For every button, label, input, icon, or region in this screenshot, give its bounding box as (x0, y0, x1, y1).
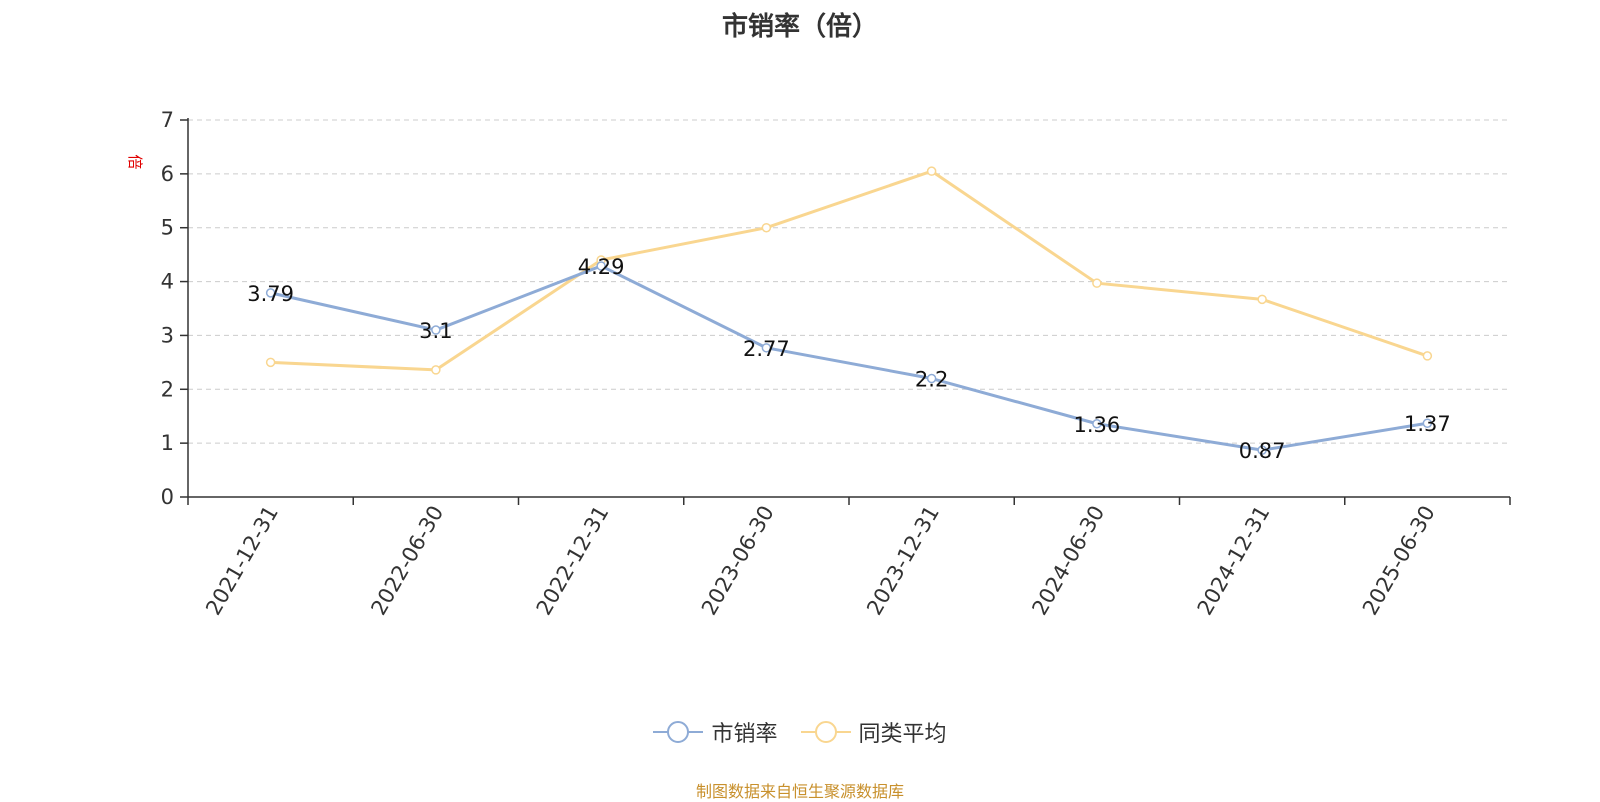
x-tick-label: 2024-12-31 (1193, 502, 1275, 620)
data-label: 3.1 (419, 319, 452, 343)
data-point-series1 (1422, 418, 1433, 428)
legend-item-series2[interactable]: 同类平均 (800, 716, 947, 748)
data-point-series2 (1092, 278, 1102, 288)
data-point-series1 (265, 288, 276, 298)
data-point-series1 (761, 343, 772, 353)
series-line-1 (270, 264, 1428, 452)
x-tick-label: 2022-06-30 (366, 502, 448, 620)
legend-label-series1: 市销率 (711, 722, 778, 747)
data-label: 0.87 (1239, 439, 1286, 463)
data-point-series1 (1257, 445, 1267, 455)
x-tick-label: 2022-12-31 (532, 502, 614, 620)
chart-title: 市销率（倍） (721, 12, 878, 42)
data-point-series2 (431, 365, 441, 375)
y-tick-label: 5 (161, 216, 174, 240)
data-point-series1 (596, 261, 606, 271)
x-tick-label: 2023-06-30 (697, 502, 779, 620)
data-point-series1 (1092, 419, 1102, 429)
legend-item-series1[interactable]: 市销率 (653, 716, 778, 748)
legend-symbol-series1 (653, 721, 704, 743)
x-tick-label: 2025-06-30 (1358, 502, 1440, 620)
y-axis-label: 倍 (126, 154, 144, 169)
source-note: 制图数据来自恒生聚源数据库 (695, 782, 904, 801)
x-tick-label: 2023-12-31 (862, 502, 944, 620)
series-line-2 (270, 169, 1428, 372)
y-tick-label: 1 (161, 431, 174, 455)
y-tick-label: 7 (161, 108, 174, 132)
data-point-series2 (1422, 351, 1433, 361)
data-label: 3.79 (247, 282, 294, 306)
data-label: 1.37 (1404, 412, 1451, 436)
data-label: 2.2 (915, 368, 948, 392)
data-point-series2 (926, 166, 937, 176)
data-label: 1.36 (1073, 413, 1120, 437)
legend-label-series2: 同类平均 (858, 722, 947, 747)
data-point-series2 (761, 222, 772, 233)
data-point-series2 (1257, 294, 1267, 305)
y-tick-label: 0 (161, 485, 174, 509)
chart-legend: 市销率 同类平均 (0, 716, 1600, 751)
x-tick-label: 2021-12-31 (201, 502, 283, 620)
legend-symbol-series2 (800, 721, 851, 743)
y-tick-label: 6 (161, 162, 174, 186)
data-point-series1 (926, 373, 937, 384)
y-tick-label: 3 (161, 323, 174, 347)
data-label: 2.77 (743, 337, 790, 361)
data-point-series1 (431, 325, 441, 335)
data-label: 4.29 (578, 255, 625, 279)
x-tick-label: 2024-06-30 (1027, 502, 1109, 620)
data-point-series2 (265, 357, 276, 368)
y-tick-label: 2 (161, 377, 174, 401)
y-tick-label: 4 (161, 270, 174, 294)
